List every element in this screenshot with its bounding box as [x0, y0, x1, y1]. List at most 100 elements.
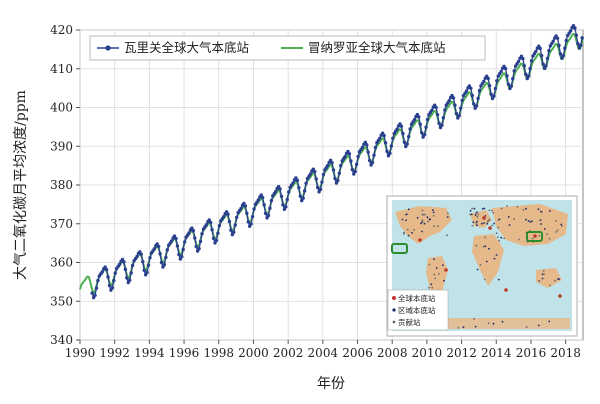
map-station-dot [543, 273, 545, 275]
series-point-waliguan [259, 193, 263, 197]
map-station-dot [403, 231, 405, 234]
x-tick-label: 2014 [481, 346, 512, 360]
map-station-dot [437, 272, 440, 275]
map-global-station [533, 234, 537, 238]
series-point-waliguan [388, 151, 392, 156]
series-point-waliguan [576, 41, 580, 46]
series-point-waliguan [482, 79, 486, 84]
map-station-dot [487, 322, 490, 325]
series-point-waliguan [279, 194, 284, 198]
series-point-waliguan [268, 206, 272, 210]
map-station-dot [421, 209, 424, 212]
series-point-waliguan [233, 223, 237, 227]
series-point-waliguan [541, 62, 545, 66]
series-point-waliguan [278, 187, 282, 191]
series-point-waliguan [551, 39, 555, 43]
map-station-dot [555, 220, 558, 222]
series-point-waliguan [353, 169, 357, 174]
series-point-waliguan [287, 190, 291, 194]
y-tick-label: 370 [50, 217, 73, 231]
map-station-dot [432, 215, 435, 217]
inset-station-map: 全球本底站 区域本底站 贡献站 [386, 195, 578, 337]
map-station-dot [529, 221, 532, 223]
series-point-waliguan [508, 86, 512, 91]
series-point-waliguan [456, 116, 460, 120]
map-station-dot [407, 234, 410, 237]
series-point-waliguan [250, 214, 255, 219]
map-station-dot [472, 221, 475, 224]
map-global-station [488, 226, 492, 230]
series-point-waliguan [112, 278, 116, 283]
map-station-dot [492, 322, 495, 325]
map-station-dot [484, 245, 487, 248]
series-point-waliguan [252, 207, 256, 211]
map-station-dot [496, 236, 499, 239]
map-global-station [504, 288, 508, 292]
series-point-waliguan [489, 92, 493, 96]
series-point-waliguan [339, 163, 343, 168]
x-tick-label: 1992 [99, 346, 130, 360]
series-point-waliguan [158, 252, 162, 256]
series-point-waliguan [169, 239, 174, 243]
series-point-waliguan [117, 262, 122, 266]
series-point-waliguan [434, 105, 438, 110]
series-point-waliguan [365, 143, 369, 147]
series-point-waliguan [487, 83, 492, 88]
series-point-waliguan [263, 211, 268, 216]
x-tick-label: 2004 [308, 346, 339, 360]
series-point-waliguan [424, 125, 428, 129]
series-layer [79, 24, 584, 300]
series-point-waliguan [164, 255, 168, 260]
map-station-dot [491, 224, 494, 227]
series-point-waliguan [372, 153, 376, 157]
map-station-dot [483, 207, 486, 210]
series-point-waliguan [402, 140, 407, 144]
map-station-dot [446, 212, 449, 215]
series-point-waliguan [239, 206, 243, 211]
map-station-dot [493, 257, 496, 260]
map-station-dot [542, 270, 545, 272]
series-point-waliguan [477, 89, 482, 93]
map-station-dot [403, 233, 405, 235]
series-point-waliguan [274, 189, 278, 194]
series-point-waliguan [297, 185, 301, 190]
series-point-waliguan [561, 53, 566, 58]
y-tick-label: 350 [50, 294, 73, 308]
map-station-dot [495, 254, 498, 256]
series-point-waliguan [430, 108, 434, 112]
map-station-dot [506, 205, 509, 207]
map-station-dot [401, 218, 404, 221]
series-point-waliguan [135, 254, 139, 259]
map-global-station [482, 216, 486, 220]
map-station-dot [485, 260, 488, 263]
series-point-waliguan [217, 223, 222, 228]
series-point-waliguan [96, 278, 100, 283]
series-point-waliguan [347, 152, 352, 156]
series-point-waliguan [555, 36, 560, 41]
map-station-dot [487, 219, 490, 222]
map-station-dot [457, 326, 460, 329]
x-axis-title: 年份 [317, 376, 345, 392]
x-tick-label: 2018 [550, 346, 581, 360]
map-station-dot [548, 320, 551, 323]
series-point-waliguan [405, 142, 409, 146]
series-point-waliguan [493, 86, 498, 91]
map-station-dot [561, 225, 563, 227]
map-station-dot [406, 228, 409, 231]
map-station-dot [481, 222, 483, 225]
series-point-waliguan [315, 185, 320, 190]
map-station-dot [443, 279, 445, 282]
series-point-waliguan [156, 244, 161, 249]
series-point-waliguan [383, 141, 388, 145]
series-point-waliguan [399, 124, 404, 129]
map-station-dot [525, 326, 528, 329]
series-point-waliguan [454, 111, 459, 116]
series-point-waliguan [499, 69, 503, 74]
series-point-waliguan [453, 103, 457, 107]
map-station-dot [474, 325, 477, 328]
series-point-waliguan [193, 236, 197, 240]
series-point-waliguan [544, 64, 548, 68]
series-point-waliguan [145, 270, 149, 275]
map-station-dot [420, 222, 422, 225]
map-legend-global: 全球本底站 [398, 293, 436, 303]
